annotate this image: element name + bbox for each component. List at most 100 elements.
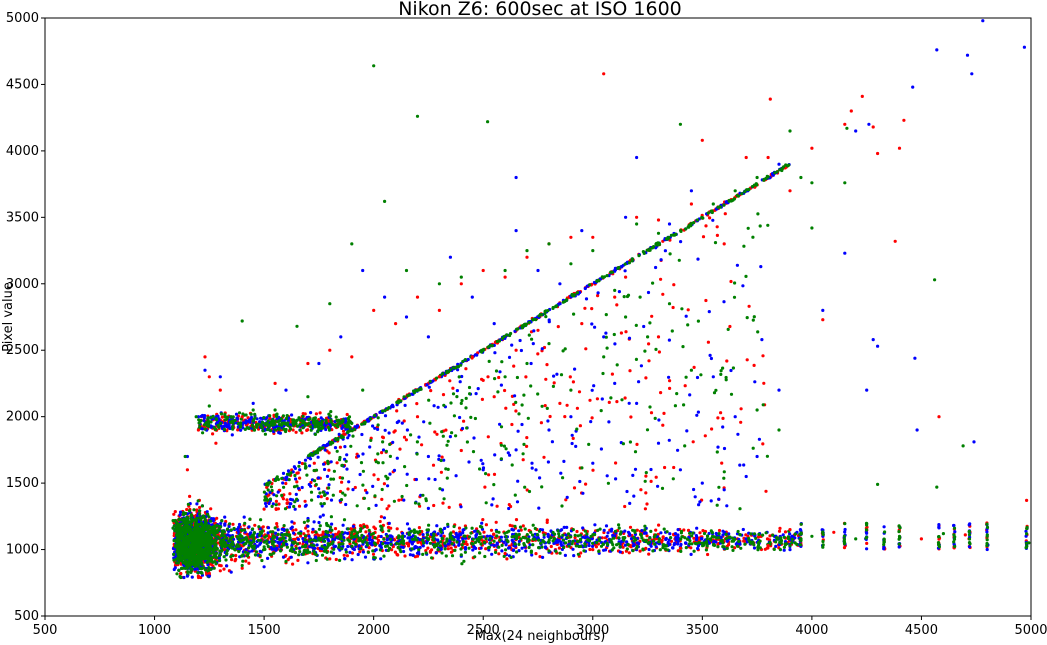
scatter-point xyxy=(351,524,355,529)
scatter-point xyxy=(484,547,488,551)
scatter-point xyxy=(297,504,302,508)
scatter-point xyxy=(333,527,338,531)
scatter-point xyxy=(736,432,740,436)
scatter-point xyxy=(342,553,346,557)
scatter-point xyxy=(659,391,663,395)
scatter-point xyxy=(537,506,541,510)
scatter-point xyxy=(659,531,663,535)
scatter-point xyxy=(345,554,349,558)
scatter-point xyxy=(494,520,498,524)
scatter-point xyxy=(259,416,263,420)
scatter-point xyxy=(742,463,746,467)
scatter-point xyxy=(511,548,516,552)
scatter-point xyxy=(720,461,724,465)
scatter-point xyxy=(696,257,700,261)
scatter-point xyxy=(578,479,582,484)
scatter-point xyxy=(316,476,321,480)
scatter-point xyxy=(297,460,301,465)
scatter-point xyxy=(395,409,399,413)
scatter-point xyxy=(661,535,665,540)
scatter-point xyxy=(380,497,384,501)
scatter-point xyxy=(211,432,215,436)
scatter-point xyxy=(549,544,553,549)
scatter-point xyxy=(627,551,631,555)
scatter-point xyxy=(649,479,653,483)
scatter-point xyxy=(691,440,695,444)
scatter-point xyxy=(646,290,651,295)
scatter-point xyxy=(498,370,502,374)
scatter-point xyxy=(542,455,546,459)
scatter-point xyxy=(223,523,227,527)
scatter-point xyxy=(587,543,591,548)
scatter-point xyxy=(306,524,310,528)
scatter-point xyxy=(591,544,595,549)
scatter-point xyxy=(573,367,577,371)
scatter-point xyxy=(236,529,240,533)
scatter-point xyxy=(647,552,651,556)
scatter-point xyxy=(735,263,740,267)
scatter-point xyxy=(654,475,658,479)
scatter-point xyxy=(546,460,551,464)
scatter-point xyxy=(285,501,289,505)
scatter-point xyxy=(325,474,330,478)
scatter-point xyxy=(343,445,347,449)
scatter-point xyxy=(292,531,296,535)
scatter-point xyxy=(481,462,485,466)
scatter-point xyxy=(541,555,545,560)
scatter-point xyxy=(500,549,504,553)
scatter-point xyxy=(584,297,589,301)
scatter-point xyxy=(433,477,437,482)
scatter-point xyxy=(704,298,708,303)
scatter-point xyxy=(663,249,668,253)
scatter-point xyxy=(515,500,520,504)
scatter-point xyxy=(695,375,700,380)
scatter-point xyxy=(327,483,331,487)
scatter-point xyxy=(343,557,347,561)
scatter-point xyxy=(346,487,350,491)
scatter-point xyxy=(371,552,376,556)
scatter-point xyxy=(639,364,644,368)
scatter-point xyxy=(419,541,423,545)
scatter-point xyxy=(392,468,397,472)
scatter-point xyxy=(446,542,450,546)
scatter-point xyxy=(637,542,641,546)
scatter-point xyxy=(440,455,444,459)
scatter-point xyxy=(385,507,389,511)
scatter-point xyxy=(365,491,369,495)
scatter-point xyxy=(277,431,281,435)
scatter-point xyxy=(529,361,533,366)
scatter-point xyxy=(627,336,632,340)
scatter-point xyxy=(378,519,382,524)
scatter-point xyxy=(281,497,285,501)
scatter-point xyxy=(300,485,304,490)
scatter-point xyxy=(661,423,665,427)
scatter-point xyxy=(289,555,293,559)
scatter-point xyxy=(340,480,344,484)
scatter-point xyxy=(521,524,525,528)
scatter-point xyxy=(506,451,510,455)
scatter-point xyxy=(684,314,688,318)
scatter-point xyxy=(647,342,651,346)
scatter-point xyxy=(517,529,521,533)
scatter-point xyxy=(422,420,426,424)
scatter-point xyxy=(386,484,390,488)
scatter-point xyxy=(738,463,742,467)
scatter-point xyxy=(762,381,766,385)
scatter-point xyxy=(953,530,957,534)
scatter-point xyxy=(234,412,239,416)
scatter-point xyxy=(985,547,989,552)
scatter-point xyxy=(383,428,387,432)
scatter-point xyxy=(424,549,428,553)
scatter-point xyxy=(289,526,293,531)
scatter-point xyxy=(897,545,901,549)
scatter-point xyxy=(668,379,672,383)
scatter-point xyxy=(706,340,711,344)
scatter-point xyxy=(510,422,514,427)
scatter-point xyxy=(443,544,447,548)
scatter-point xyxy=(275,522,279,526)
scatter-point xyxy=(565,525,569,530)
scatter-point xyxy=(497,375,501,380)
scatter-point xyxy=(348,550,352,555)
scatter-point xyxy=(290,520,294,524)
scatter-point xyxy=(195,502,199,506)
